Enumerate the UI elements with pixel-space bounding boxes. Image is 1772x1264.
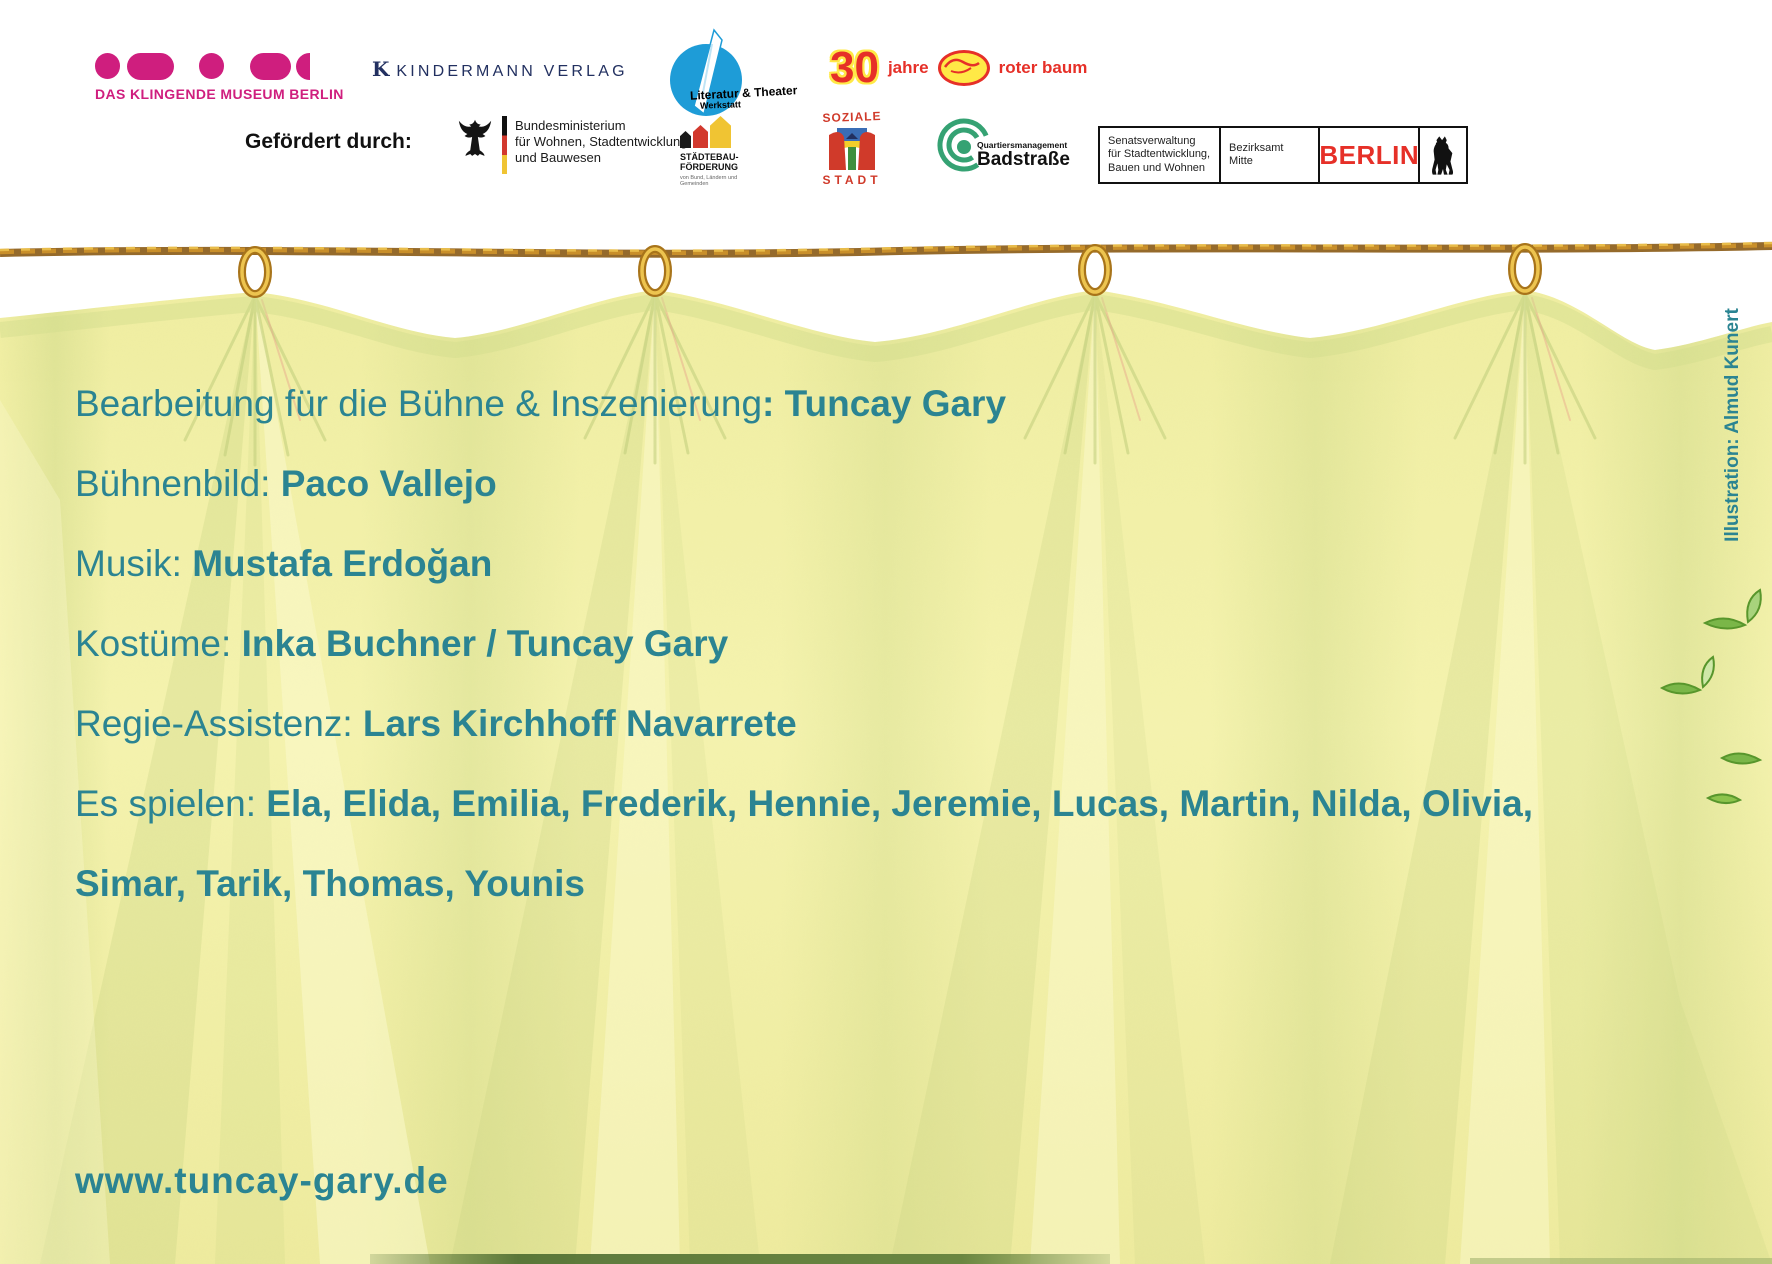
- roterbaum-wordmark: roter baum: [998, 58, 1088, 77]
- credit-line-inszenierung: Bearbeitung für die Bühne & Inszenierung…: [75, 383, 1006, 425]
- credit-line-es-spielen: Es spielen: Ela, Elida, Emilia, Frederik…: [75, 783, 1533, 825]
- logo-staedtebaufoerderung: STÄDTEBAU- FÖRDERUNG von Bund, Ländern u…: [680, 114, 750, 187]
- credit-label: Bühnenbild:: [75, 463, 281, 504]
- logo-bundesministerium: Bundesministerium für Wohnen, Stadtentwi…: [456, 114, 687, 174]
- credit-names: Simar, Tarik, Thomas, Younis: [75, 863, 585, 904]
- senat-line2: für Stadtentwicklung,: [1108, 148, 1211, 161]
- roterbaum-jahre: jahre: [887, 58, 929, 77]
- credit-names: Paco Vallejo: [280, 463, 497, 504]
- federal-eagle-icon: [458, 119, 492, 156]
- bund-line3: und Bauwesen: [515, 150, 602, 165]
- kindermann-wordmark: KINDERMANN VERLAG: [396, 63, 628, 80]
- logo-roter-baum: 30 jahre roter baum: [830, 46, 1087, 90]
- museum-wordmark: DAS KLINGENDE MUSEUM BERLIN: [95, 86, 344, 102]
- credit-names: Inka Buchner / Tuncay Gary: [241, 623, 729, 664]
- bund-line2: für Wohnen, Stadtentwicklung: [515, 134, 688, 149]
- credit-label: Kostüme:: [75, 623, 242, 664]
- qm-line2: Badstraße: [977, 149, 1070, 170]
- logo-kindermann-verlag: K KINDERMANN VERLAG: [372, 57, 628, 81]
- flag-stripe-icon: [502, 116, 507, 174]
- roterbaum-30: 30: [830, 43, 879, 92]
- soziale-stadt-art-icon: [828, 125, 876, 171]
- clothesline-rope: [0, 241, 1772, 258]
- qm-line1: Quartiersmanagement: [977, 140, 1068, 150]
- funding-label: Gefördert durch:: [245, 130, 412, 153]
- vine-leaves: [1659, 588, 1763, 804]
- credit-names: : Tuncay Gary: [762, 383, 1007, 424]
- spiral-icon: [937, 118, 991, 172]
- credit-label: Es spielen:: [75, 783, 267, 824]
- credit-line-regie-assistenz: Regie-Assistenz: Lars Kirchhoff Navarret…: [75, 703, 797, 745]
- credit-label: Regie-Assistenz:: [75, 703, 363, 744]
- staedtebau-line1: STÄDTEBAU-: [680, 152, 739, 162]
- logo-berlin-bar: Senatsverwaltung für Stadtentwicklung, B…: [1098, 126, 1468, 184]
- senat-line1: Senatsverwaltung: [1108, 134, 1196, 147]
- bezirksamt-line2: Mitte: [1229, 155, 1253, 167]
- credit-names: Mustafa Erdoğan: [192, 543, 493, 584]
- credit-line-buehnenbild: Bühnenbild: Paco Vallejo: [75, 463, 497, 505]
- senat-line3: Bauen und Wohnen: [1108, 161, 1206, 174]
- staedtebau-sub: von Bund, Ländern und Gemeinden: [680, 175, 738, 187]
- credit-label: Musik:: [75, 543, 193, 584]
- soziale-word: SOZIALE: [822, 108, 882, 126]
- credit-line-es-spielen-2: Simar, Tarik, Thomas, Younis: [75, 863, 585, 905]
- credit-line-kostueme: Kostüme: Inka Buchner / Tuncay Gary: [75, 623, 728, 665]
- berlin-wordmark: BERLIN: [1319, 139, 1420, 170]
- credit-names: Ela, Elida, Emilia, Frederik, Hennie, Je…: [266, 783, 1533, 824]
- houses-icon: [680, 114, 750, 148]
- staedtebau-line2: FÖRDERUNG: [680, 162, 738, 172]
- stadt-word: STADT: [822, 173, 882, 187]
- illustration-credit: Illustration: Almud Kunert: [1722, 308, 1743, 542]
- berlin-bear-icon: [1432, 136, 1454, 175]
- logo-klingendes-museum: DAS KLINGENDE MUSEUM BERLIN: [95, 52, 344, 102]
- credit-line-musik: Musik: Mustafa Erdoğan: [75, 543, 492, 585]
- curtain-rings: [238, 243, 1542, 298]
- roterbaum-oval-icon: [937, 50, 990, 86]
- logo-qm-badstrasse: Quartiersmanagement Badstraße: [935, 116, 1070, 176]
- brush-circle-icon: [670, 28, 742, 116]
- litwerkstatt-line2: Werkstatt: [699, 99, 742, 111]
- museum-dots-icon: [95, 52, 311, 80]
- credit-names: Lars Kirchhoff Navarrete: [362, 703, 797, 744]
- logo-literatur-theater-werkstatt: Literatur & Theater Werkstatt: [668, 28, 798, 116]
- kindermann-k-icon: K: [372, 57, 390, 81]
- credit-label: Bearbeitung für die Bühne & Inszenierung: [75, 383, 763, 424]
- website-url: www.tuncay-gary.de: [75, 1160, 449, 1201]
- bund-line1: Bundesministerium: [515, 118, 626, 133]
- logo-soziale-stadt: SOZIALE STADT: [822, 108, 882, 187]
- bezirksamt-line1: Bezirksamt: [1229, 141, 1284, 154]
